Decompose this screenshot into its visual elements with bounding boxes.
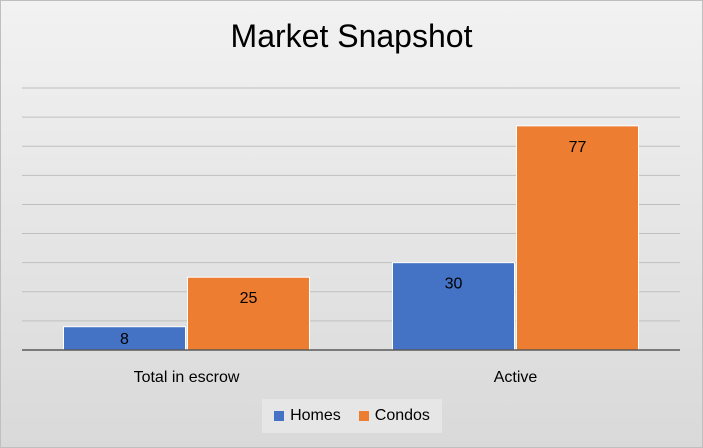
data-label-homes-1: 30 bbox=[445, 276, 463, 293]
legend-item-homes: Homes bbox=[274, 407, 341, 425]
x-tick-label-0: Total in escrow bbox=[134, 369, 240, 386]
bar-condos-0 bbox=[187, 276, 310, 351]
legend-item-condos: Condos bbox=[358, 407, 430, 425]
legend-label-condos: Condos bbox=[374, 407, 430, 424]
legend: Homes Condos bbox=[262, 399, 442, 433]
legend-swatch-condos bbox=[358, 411, 369, 421]
legend-label-homes: Homes bbox=[290, 407, 341, 424]
legend-swatch-homes bbox=[274, 411, 285, 421]
data-label-homes-0: 8 bbox=[120, 331, 129, 348]
x-tick-label-1: Active bbox=[494, 369, 538, 386]
data-label-condos-1: 77 bbox=[569, 139, 587, 156]
bars: 8 25 30 77 bbox=[63, 125, 639, 351]
bar-condos-1 bbox=[516, 125, 639, 351]
bar-homes-1 bbox=[392, 262, 515, 351]
data-label-condos-0: 25 bbox=[240, 290, 258, 307]
chart-title: Market Snapshot bbox=[230, 18, 473, 54]
x-tick-labels: Total in escrow Active bbox=[134, 369, 538, 386]
